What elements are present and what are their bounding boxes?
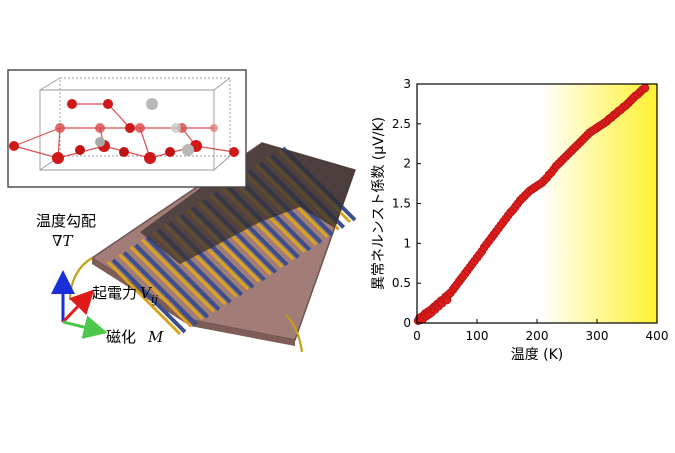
x-tick-label: 300 — [586, 329, 609, 343]
stripe-gold — [140, 238, 216, 313]
atom-gray — [171, 123, 181, 133]
stripe-gold — [129, 246, 204, 321]
x-ticks: 0 100 200 300 400 — [413, 319, 668, 343]
x-tick-label: 400 — [646, 329, 669, 343]
stripe-blue — [111, 258, 187, 334]
atoms — [9, 98, 239, 164]
atom-red — [165, 147, 175, 157]
y-tick-label: 0 — [403, 316, 411, 330]
y-tick-label: 3 — [403, 77, 411, 91]
emf-label: 起電力 — [92, 284, 137, 302]
lead-wire-left — [68, 257, 93, 301]
stripe-blue — [122, 251, 198, 326]
atom-red — [144, 152, 156, 164]
dark-film — [140, 143, 355, 264]
x-tick-label: 0 — [413, 329, 421, 343]
gradient-symbol: ∇T — [52, 232, 73, 250]
atom-red — [103, 99, 113, 109]
y-ticks: 0 0.5 1 1.5 2 2.5 3 — [392, 77, 421, 330]
stripe-blue — [145, 236, 221, 312]
magnetization-symbol: M — [147, 328, 164, 346]
atom-red — [75, 145, 85, 155]
nernst-chart: 0 100 200 300 400 0 0.5 1 1.5 2 2.5 3 温度 (K) 異常ネルン… — [371, 77, 668, 363]
highlight-region — [540, 84, 657, 323]
y-tick-label: 1 — [403, 236, 411, 250]
stripe-gold — [118, 253, 193, 328]
atom-red — [9, 141, 19, 151]
data-points — [413, 83, 650, 325]
atom-red — [119, 147, 129, 157]
axis-arrows — [51, 270, 108, 339]
atom-red — [52, 152, 64, 164]
atom-gray — [95, 137, 105, 147]
atom-red — [135, 123, 145, 133]
x-tick-label: 200 — [526, 329, 549, 343]
atom-red — [210, 124, 218, 132]
atom-red — [55, 123, 65, 133]
stripe-gold — [106, 260, 182, 336]
atom-red — [95, 123, 105, 133]
atom-gray — [146, 98, 158, 110]
atom-gray — [182, 144, 194, 156]
atom-red — [229, 147, 239, 157]
crystal-structure-inset — [7, 69, 247, 188]
temperature-gradient-label: 温度勾配 — [36, 212, 96, 230]
stripe-blue — [134, 243, 210, 319]
device-schematic: 温度勾配 ∇T 起電力 V ij 磁化 M — [7, 69, 357, 353]
y-tick-label: 2 — [403, 157, 411, 171]
emf-arrow — [61, 289, 95, 324]
substrate-edge — [92, 258, 295, 346]
x-tick-label: 100 — [466, 329, 489, 343]
emf-symbol: V — [140, 284, 153, 302]
y-tick-label: 2.5 — [392, 117, 411, 131]
atom-red — [125, 123, 135, 133]
magnetization-arrow — [62, 315, 108, 339]
y-tick-label: 1.5 — [392, 197, 411, 211]
y-axis-title: 異常ネルンスト係数 (μV/K) — [371, 117, 387, 290]
data-point — [640, 83, 650, 93]
magnetization-label: 磁化 — [106, 328, 136, 346]
y-tick-label: 0.5 — [392, 276, 411, 290]
emf-subscript: ij — [151, 293, 159, 306]
lead-wire-right — [285, 314, 304, 353]
atom-red — [67, 99, 77, 109]
x-axis-title: 温度 (K) — [511, 347, 564, 363]
